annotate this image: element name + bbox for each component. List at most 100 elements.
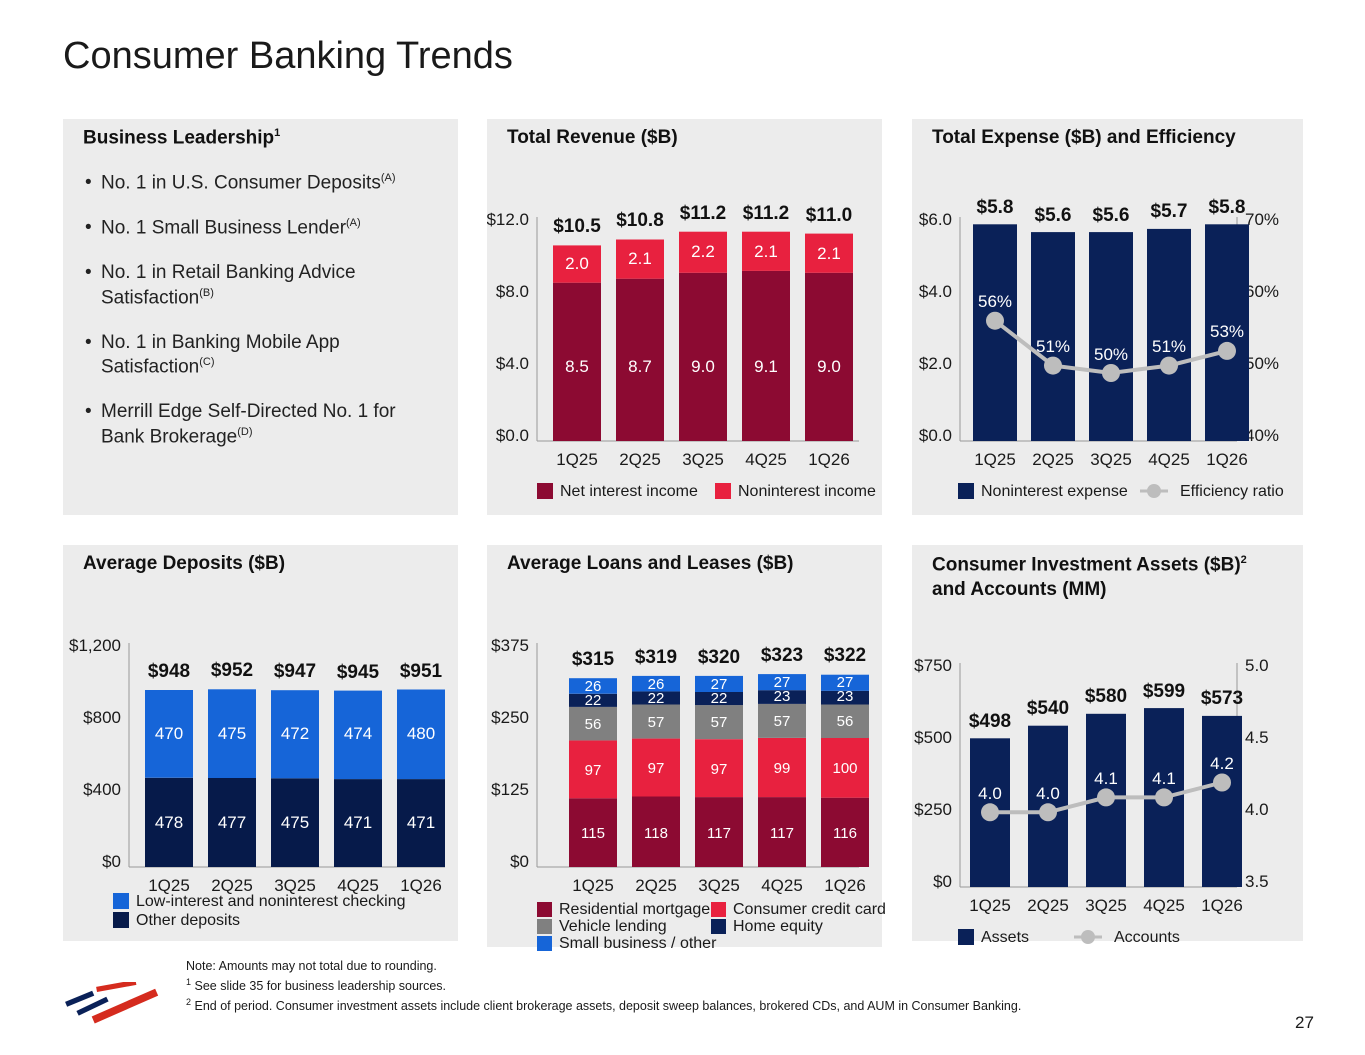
svg-text:60%: 60% bbox=[1245, 282, 1279, 301]
svg-text:471: 471 bbox=[344, 813, 372, 832]
svg-text:26: 26 bbox=[648, 676, 665, 693]
svg-text:1Q25: 1Q25 bbox=[556, 450, 598, 469]
svg-text:$10.8: $10.8 bbox=[616, 210, 664, 231]
svg-text:$0.0: $0.0 bbox=[919, 426, 952, 445]
svg-text:Efficiency ratio: Efficiency ratio bbox=[1180, 483, 1284, 500]
svg-text:$125: $125 bbox=[491, 780, 529, 799]
svg-text:57: 57 bbox=[711, 714, 728, 731]
svg-text:$4.0: $4.0 bbox=[496, 354, 529, 373]
svg-text:$498: $498 bbox=[969, 711, 1011, 732]
svg-text:472: 472 bbox=[281, 724, 309, 743]
svg-text:2Q25: 2Q25 bbox=[635, 876, 677, 895]
svg-text:1Q26: 1Q26 bbox=[808, 450, 850, 469]
svg-text:4.0: 4.0 bbox=[1245, 800, 1269, 819]
svg-text:9.0: 9.0 bbox=[817, 357, 841, 376]
svg-text:Net interest income: Net interest income bbox=[560, 483, 698, 500]
svg-text:8.7: 8.7 bbox=[628, 357, 652, 376]
svg-text:2.1: 2.1 bbox=[817, 244, 841, 263]
svg-text:Vehicle lending: Vehicle lending bbox=[559, 918, 667, 935]
svg-text:2.0: 2.0 bbox=[565, 254, 589, 273]
svg-text:$323: $323 bbox=[761, 645, 803, 666]
svg-text:$0: $0 bbox=[510, 852, 529, 871]
svg-text:480: 480 bbox=[407, 724, 435, 743]
svg-text:$320: $320 bbox=[698, 647, 740, 668]
svg-text:475: 475 bbox=[218, 724, 246, 743]
svg-text:$1,200: $1,200 bbox=[69, 636, 121, 655]
svg-text:4.2: 4.2 bbox=[1210, 754, 1234, 773]
svg-text:471: 471 bbox=[407, 813, 435, 832]
svg-text:50%: 50% bbox=[1094, 345, 1128, 364]
svg-text:470: 470 bbox=[155, 724, 183, 743]
svg-text:3Q25: 3Q25 bbox=[698, 876, 740, 895]
svg-text:Noninterest income: Noninterest income bbox=[738, 483, 876, 500]
svg-text:$947: $947 bbox=[274, 661, 316, 682]
svg-text:4.0: 4.0 bbox=[1036, 784, 1060, 803]
svg-text:2.1: 2.1 bbox=[754, 242, 778, 261]
svg-text:Noninterest expense: Noninterest expense bbox=[981, 483, 1128, 500]
svg-text:115: 115 bbox=[581, 825, 605, 842]
svg-text:$580: $580 bbox=[1085, 686, 1127, 707]
svg-text:117: 117 bbox=[707, 825, 731, 842]
svg-text:$2.0: $2.0 bbox=[919, 354, 952, 373]
svg-text:56: 56 bbox=[837, 713, 854, 730]
svg-text:$5.8: $5.8 bbox=[977, 197, 1014, 218]
svg-text:$250: $250 bbox=[914, 800, 952, 819]
svg-text:9.1: 9.1 bbox=[754, 357, 778, 376]
svg-text:27: 27 bbox=[837, 674, 854, 691]
svg-text:51%: 51% bbox=[1036, 337, 1070, 356]
svg-text:27: 27 bbox=[711, 676, 728, 693]
svg-text:Consumer credit card: Consumer credit card bbox=[733, 901, 886, 918]
svg-text:3Q25: 3Q25 bbox=[1085, 896, 1127, 915]
svg-text:57: 57 bbox=[774, 713, 791, 730]
svg-text:9.0: 9.0 bbox=[691, 357, 715, 376]
svg-text:$8.0: $8.0 bbox=[496, 282, 529, 301]
svg-text:$375: $375 bbox=[491, 636, 529, 655]
svg-text:99: 99 bbox=[774, 760, 791, 777]
svg-text:118: 118 bbox=[644, 825, 668, 842]
svg-text:56: 56 bbox=[585, 716, 602, 733]
svg-text:Assets: Assets bbox=[981, 929, 1029, 946]
svg-text:4Q25: 4Q25 bbox=[745, 450, 787, 469]
svg-text:Accounts: Accounts bbox=[1114, 929, 1180, 946]
svg-text:$250: $250 bbox=[491, 708, 529, 727]
svg-text:Other deposits: Other deposits bbox=[136, 912, 240, 929]
svg-text:1Q26: 1Q26 bbox=[400, 876, 442, 895]
svg-text:117: 117 bbox=[770, 825, 794, 842]
svg-text:2Q25: 2Q25 bbox=[619, 450, 661, 469]
svg-text:$0.0: $0.0 bbox=[496, 426, 529, 445]
svg-text:50%: 50% bbox=[1245, 354, 1279, 373]
svg-text:$6.0: $6.0 bbox=[919, 210, 952, 229]
svg-text:1Q26: 1Q26 bbox=[824, 876, 866, 895]
svg-text:$573: $573 bbox=[1201, 688, 1243, 709]
svg-text:2.2: 2.2 bbox=[691, 242, 715, 261]
svg-text:4.0: 4.0 bbox=[978, 784, 1002, 803]
svg-text:Residential mortgage: Residential mortgage bbox=[559, 901, 710, 918]
svg-text:$951: $951 bbox=[400, 661, 443, 682]
svg-text:4.5: 4.5 bbox=[1245, 728, 1269, 747]
svg-text:2Q25: 2Q25 bbox=[1027, 896, 1069, 915]
svg-text:5.0: 5.0 bbox=[1245, 656, 1269, 675]
svg-text:26: 26 bbox=[585, 678, 602, 695]
svg-text:$500: $500 bbox=[914, 728, 952, 747]
svg-text:97: 97 bbox=[648, 760, 665, 777]
svg-text:$11.2: $11.2 bbox=[680, 203, 727, 224]
svg-text:$11.2: $11.2 bbox=[743, 203, 790, 224]
svg-text:475: 475 bbox=[281, 813, 309, 832]
svg-text:$0: $0 bbox=[933, 872, 952, 891]
svg-text:$5.6: $5.6 bbox=[1035, 205, 1072, 226]
svg-text:4Q25: 4Q25 bbox=[761, 876, 803, 895]
svg-text:$400: $400 bbox=[83, 780, 121, 799]
svg-text:$945: $945 bbox=[337, 662, 380, 683]
svg-text:3.5: 3.5 bbox=[1245, 872, 1269, 891]
svg-text:2Q25: 2Q25 bbox=[1032, 450, 1074, 469]
svg-text:Low-interest and noninterest c: Low-interest and noninterest checking bbox=[136, 893, 406, 910]
svg-text:$315: $315 bbox=[572, 649, 615, 670]
svg-text:$5.8: $5.8 bbox=[1209, 197, 1246, 218]
svg-text:1Q26: 1Q26 bbox=[1206, 450, 1248, 469]
svg-text:57: 57 bbox=[648, 714, 665, 731]
svg-text:Home equity: Home equity bbox=[733, 918, 823, 935]
svg-text:$322: $322 bbox=[824, 645, 866, 666]
svg-text:$12.0: $12.0 bbox=[487, 210, 529, 229]
svg-text:8.5: 8.5 bbox=[565, 357, 589, 376]
svg-text:56%: 56% bbox=[978, 292, 1012, 311]
